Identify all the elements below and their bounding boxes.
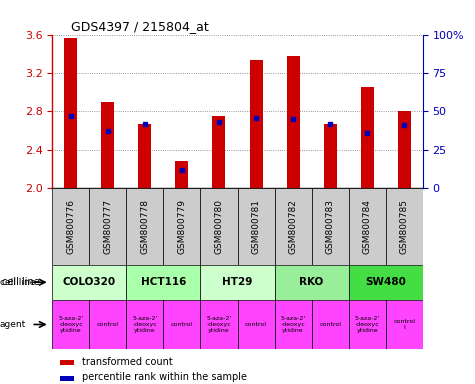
Text: GSM800779: GSM800779 [178, 199, 186, 254]
Bar [349, 300, 386, 349]
Bar [323, 124, 337, 188]
Text: 5-aza-2'
-deoxyc
ytidine: 5-aza-2' -deoxyc ytidine [132, 316, 158, 333]
Text: transformed count: transformed count [82, 356, 172, 367]
Bar [175, 161, 189, 188]
Bar [163, 188, 200, 265]
Text: cell line: cell line [0, 278, 35, 287]
Text: 5-aza-2'
-deoxyc
ytidine: 5-aza-2' -deoxyc ytidine [354, 316, 380, 333]
Bar [386, 300, 423, 349]
Text: GSM800778: GSM800778 [141, 199, 149, 254]
Bar [238, 188, 275, 265]
Text: HCT116: HCT116 [141, 277, 186, 287]
Text: cell line: cell line [2, 277, 40, 287]
Text: GSM800783: GSM800783 [326, 199, 334, 254]
Bar [312, 300, 349, 349]
Bar [386, 188, 423, 265]
Text: control: control [245, 322, 267, 327]
Text: GSM800781: GSM800781 [252, 199, 260, 254]
Text: 5-aza-2'
-deoxyc
ytidine: 5-aza-2' -deoxyc ytidine [280, 316, 306, 333]
Bar [212, 116, 226, 188]
Bar [275, 265, 349, 300]
Bar [60, 376, 75, 381]
Bar [52, 300, 89, 349]
Text: RKO: RKO [299, 277, 324, 287]
Bar [126, 188, 163, 265]
Bar [64, 38, 77, 188]
Bar [163, 300, 200, 349]
Bar [312, 188, 349, 265]
Text: percentile rank within the sample: percentile rank within the sample [82, 372, 247, 382]
Bar [286, 56, 300, 188]
Bar [398, 111, 411, 188]
Bar [101, 102, 114, 188]
Bar [60, 360, 75, 365]
Text: GSM800780: GSM800780 [215, 199, 223, 254]
Text: SW480: SW480 [365, 277, 406, 287]
Text: GSM800776: GSM800776 [66, 199, 75, 254]
Bar [52, 265, 126, 300]
Text: 5-aza-2'
-deoxyc
ytidine: 5-aza-2' -deoxyc ytidine [58, 316, 84, 333]
Text: HT29: HT29 [222, 277, 253, 287]
Bar [200, 265, 275, 300]
Bar [275, 188, 312, 265]
Text: GDS4397 / 215804_at: GDS4397 / 215804_at [71, 20, 209, 33]
Text: control
l: control l [393, 319, 415, 330]
Bar [126, 265, 200, 300]
Text: GSM800782: GSM800782 [289, 199, 297, 254]
Bar [249, 60, 263, 188]
Bar [89, 300, 126, 349]
Text: control: control [97, 322, 119, 327]
Bar [89, 188, 126, 265]
Bar [200, 188, 238, 265]
Text: COLO320: COLO320 [63, 277, 116, 287]
Bar [52, 188, 89, 265]
Bar [138, 124, 152, 188]
Bar [361, 88, 374, 188]
Bar [349, 265, 423, 300]
Text: GSM800777: GSM800777 [104, 199, 112, 254]
Text: control: control [171, 322, 193, 327]
Text: 5-aza-2'
-deoxyc
ytidine: 5-aza-2' -deoxyc ytidine [206, 316, 232, 333]
Text: agent: agent [0, 320, 26, 329]
Bar [238, 300, 275, 349]
Bar [200, 300, 238, 349]
Text: GSM800784: GSM800784 [363, 199, 371, 254]
Bar [126, 300, 163, 349]
Text: GSM800785: GSM800785 [400, 199, 408, 254]
Text: control: control [319, 322, 341, 327]
Bar [275, 300, 312, 349]
Bar [349, 188, 386, 265]
